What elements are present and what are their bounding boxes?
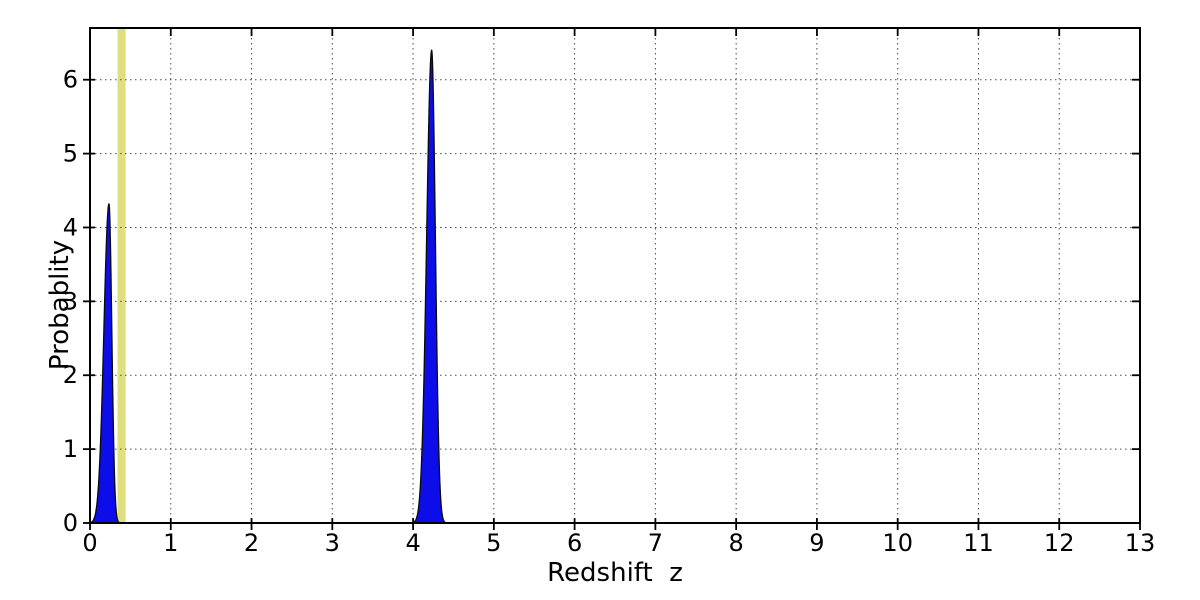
x-tick-label: 6 bbox=[567, 529, 582, 557]
x-tick-label: 4 bbox=[405, 529, 420, 557]
x-tick-label: 10 bbox=[882, 529, 913, 557]
y-tick-label: 0 bbox=[63, 509, 78, 537]
x-tick-label: 13 bbox=[1125, 529, 1156, 557]
pdf-peak-high-z bbox=[409, 49, 448, 524]
y-axis-title: Probablity bbox=[45, 239, 76, 371]
x-tick-label: 0 bbox=[82, 529, 97, 557]
x-tick-label: 8 bbox=[729, 529, 744, 557]
reference-redshift-band bbox=[117, 28, 126, 523]
pdf-peak-low-z bbox=[86, 203, 122, 524]
x-tick-label: 9 bbox=[809, 529, 824, 557]
x-tick-label: 11 bbox=[963, 529, 994, 557]
x-tick-label: 2 bbox=[244, 529, 259, 557]
x-tick-label: 7 bbox=[648, 529, 663, 557]
y-tick-label: 6 bbox=[63, 66, 78, 94]
y-tick-label: 5 bbox=[63, 140, 78, 168]
y-tick-label: 1 bbox=[63, 435, 78, 463]
x-axis-title: Redshift z bbox=[547, 558, 683, 588]
y-tick-label: 2 bbox=[63, 361, 78, 389]
y-tick-label: 4 bbox=[63, 214, 78, 242]
x-tick-label: 1 bbox=[163, 529, 178, 557]
x-tick-label: 5 bbox=[486, 529, 501, 557]
y-tick-label: 3 bbox=[63, 287, 78, 315]
x-tick-label: 3 bbox=[325, 529, 340, 557]
x-tick-label: 12 bbox=[1044, 529, 1075, 557]
plot-frame bbox=[89, 27, 1141, 524]
